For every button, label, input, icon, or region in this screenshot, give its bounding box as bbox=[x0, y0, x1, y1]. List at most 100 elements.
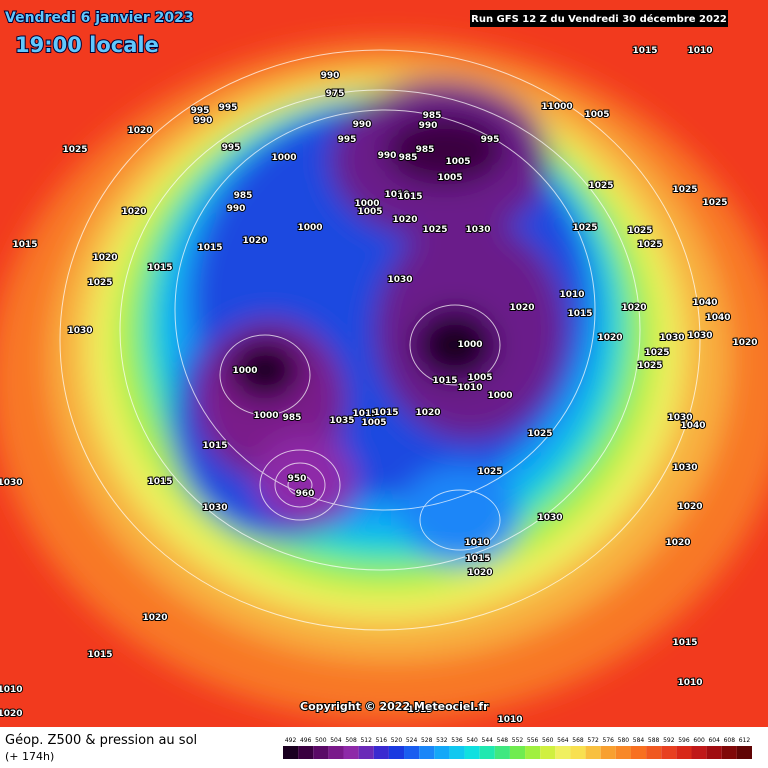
pressure-label: 1040 bbox=[705, 313, 730, 323]
isobars bbox=[59, 49, 701, 631]
colorbar-label: 552 bbox=[512, 737, 524, 744]
colorbar-label: 496 bbox=[300, 737, 312, 744]
pressure-label: 995 bbox=[481, 135, 500, 145]
colorbar-swatch bbox=[661, 746, 677, 759]
pressure-label: 1015 bbox=[197, 243, 222, 253]
colorbar-label: 580 bbox=[618, 737, 630, 744]
colorbar-label: 612 bbox=[739, 737, 751, 744]
pressure-label: 1025 bbox=[644, 348, 669, 358]
colorbar-label: 540 bbox=[466, 737, 478, 744]
colorbar-swatch bbox=[449, 746, 465, 759]
colorbar-swatch bbox=[373, 746, 389, 759]
pressure-label: 1010 bbox=[559, 290, 584, 300]
colorbar-label: 544 bbox=[482, 737, 494, 744]
pressure-label: 1025 bbox=[672, 185, 697, 195]
pressure-label: 1015 bbox=[397, 192, 422, 202]
pressure-label: 1025 bbox=[702, 198, 727, 208]
pressure-label: 1030 bbox=[0, 478, 23, 488]
colorbar-label: 516 bbox=[376, 737, 388, 744]
pressure-label: 950 bbox=[288, 474, 307, 484]
pressure-label: 1020 bbox=[142, 613, 167, 623]
pressure-label: 985 bbox=[416, 145, 435, 155]
colorbar-swatch bbox=[509, 746, 526, 759]
colorbar-swatch bbox=[691, 746, 707, 759]
pressure-label: 1000 bbox=[354, 199, 379, 209]
colorbar-label: 572 bbox=[587, 737, 599, 744]
pressure-label: 1020 bbox=[509, 303, 534, 313]
pressure-label: 1010 bbox=[497, 715, 522, 725]
colorbar-label: 532 bbox=[436, 737, 448, 744]
pressure-label: 1000 bbox=[271, 153, 296, 163]
pressure-label: 1010 bbox=[464, 538, 489, 548]
pressure-label: 1000 bbox=[232, 366, 257, 376]
colorbar-swatch bbox=[328, 746, 344, 759]
colorbar-label: 508 bbox=[345, 737, 357, 744]
pressure-label: 1020 bbox=[677, 502, 702, 512]
copyright: Copyright © 2022 Meteociel.fr bbox=[300, 700, 489, 713]
colorbar-label: 560 bbox=[542, 737, 554, 744]
pressure-label: 1020 bbox=[621, 303, 646, 313]
colorbar-swatch bbox=[283, 746, 299, 759]
colorbar-swatch bbox=[630, 746, 647, 759]
pressure-label: 1025 bbox=[422, 225, 447, 235]
pressure-label: 990 bbox=[419, 121, 438, 131]
footer-subtitle: (+ 174h) bbox=[5, 750, 54, 763]
pressure-label: 1005 bbox=[445, 157, 470, 167]
colorbar-swatch bbox=[570, 746, 586, 759]
pressure-label: 995 bbox=[219, 103, 238, 113]
colorbar-label: 576 bbox=[603, 737, 615, 744]
colorbar-label: 604 bbox=[708, 737, 720, 744]
pressure-label: 1020 bbox=[467, 568, 492, 578]
pressure-label: 1015 bbox=[12, 240, 37, 250]
pressure-label: 1000 bbox=[457, 340, 482, 350]
colorbar-label: 500 bbox=[315, 737, 327, 744]
pressure-label: 1015 bbox=[465, 554, 490, 564]
pressure-label: 960 bbox=[296, 489, 315, 499]
colorbar-swatch bbox=[676, 746, 692, 759]
pressure-label: 1030 bbox=[672, 463, 697, 473]
colorbar-swatch bbox=[585, 746, 601, 759]
pressure-label: 1025 bbox=[627, 226, 652, 236]
colorbar-swatch bbox=[555, 746, 571, 759]
pressure-label: 1015 bbox=[352, 409, 377, 419]
colorbar-swatch bbox=[343, 746, 359, 759]
colorbar-swatch bbox=[494, 746, 510, 759]
pressure-label: 1015 bbox=[147, 263, 172, 273]
pressure-label: 1030 bbox=[387, 275, 412, 285]
colorbar-swatch bbox=[419, 746, 435, 759]
pressure-label: 990 bbox=[353, 120, 372, 130]
pressure-label: 1030 bbox=[202, 503, 227, 513]
pressure-label: 995 bbox=[191, 106, 210, 116]
pressure-label: 985 bbox=[234, 191, 253, 201]
pressure-label: 1000 bbox=[297, 223, 322, 233]
colorbar-label: 592 bbox=[663, 737, 675, 744]
pressure-label: 1025 bbox=[477, 467, 502, 477]
pressure-label: 990 bbox=[378, 151, 397, 161]
pressure-label: 1010 bbox=[0, 685, 23, 695]
pressure-label: 1005 bbox=[584, 110, 609, 120]
colorbar-label: 528 bbox=[421, 737, 433, 744]
pressure-label: 990 bbox=[321, 71, 340, 81]
pressure-label: 1020 bbox=[732, 338, 757, 348]
colorbar-swatch bbox=[388, 746, 405, 759]
pressure-label: 990 bbox=[194, 116, 213, 126]
pressure-label: 11000 bbox=[541, 102, 572, 112]
colorbar-label: 564 bbox=[557, 737, 569, 744]
colorbar-label: 584 bbox=[633, 737, 645, 744]
pressure-label: 1025 bbox=[572, 223, 597, 233]
colorbar-swatch bbox=[736, 746, 752, 759]
colorbar-swatch bbox=[615, 746, 631, 759]
pressure-label: 1030 bbox=[465, 225, 490, 235]
colorbar-label: 568 bbox=[572, 737, 584, 744]
colorbar-swatch bbox=[600, 746, 616, 759]
colorbar-swatch bbox=[525, 746, 541, 759]
pressure-label: 1040 bbox=[692, 298, 717, 308]
pressure-label: 1005 bbox=[467, 373, 492, 383]
pressure-label: 1025 bbox=[588, 181, 613, 191]
pressure-label: 1015 bbox=[407, 705, 432, 715]
pressure-label: 1020 bbox=[392, 215, 417, 225]
pressure-label: 1020 bbox=[242, 236, 267, 246]
pressure-label: 1020 bbox=[665, 538, 690, 548]
pressure-label: 1015 bbox=[672, 638, 697, 648]
